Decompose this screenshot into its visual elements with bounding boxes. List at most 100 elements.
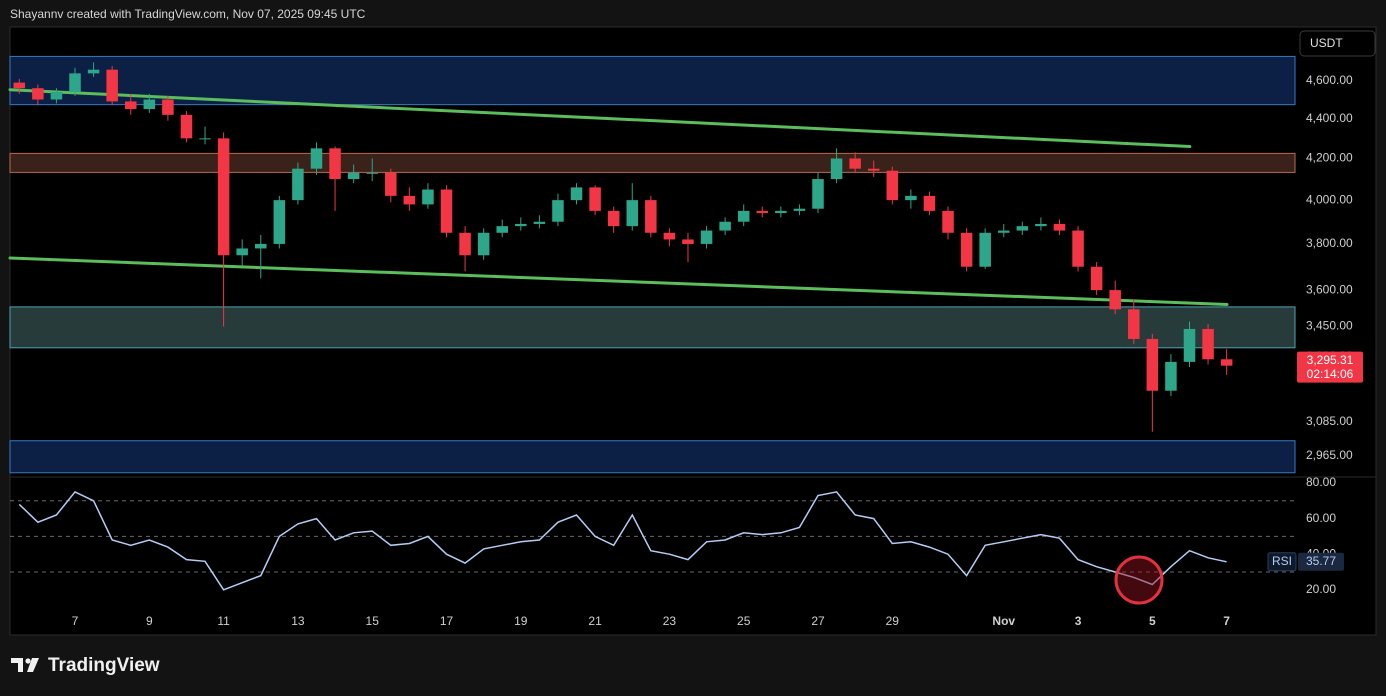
x-tick-label: 7	[1223, 614, 1230, 628]
candle-body	[626, 200, 639, 227]
candle-body	[775, 210, 787, 214]
zone	[9, 55, 1296, 106]
candle-body	[1090, 266, 1103, 291]
candle-body	[292, 168, 304, 201]
y-tick-label: 80.00	[1306, 475, 1336, 489]
x-tick-label: 25	[737, 614, 751, 628]
rsi-value: 35.77	[1306, 554, 1336, 568]
candle-body	[124, 101, 137, 110]
candle-body	[515, 223, 527, 227]
candle-body	[385, 172, 397, 196]
y-tick-label: 60.00	[1306, 511, 1336, 525]
rsi-name-box	[1267, 552, 1297, 572]
candle-body	[310, 148, 323, 169]
x-tick-label: 7	[72, 614, 79, 628]
x-tick-label: 29	[886, 614, 900, 628]
highlight-ring	[1114, 555, 1164, 605]
countdown-label: 02:14:06	[1307, 367, 1354, 381]
candle-body	[719, 221, 731, 231]
x-tick-label: 23	[663, 614, 677, 628]
candle-body	[997, 230, 1010, 233]
logo-mark	[11, 658, 23, 672]
candle-body	[1016, 226, 1029, 231]
candle-body	[1053, 223, 1066, 231]
candle-body	[180, 114, 193, 139]
candle-body	[236, 248, 248, 256]
candle-body	[1072, 230, 1084, 267]
candle-body	[87, 69, 100, 74]
currency-button-label[interactable]: USDT	[1310, 36, 1343, 50]
y-tick-label: 4,400.00	[1306, 111, 1353, 125]
candle-body	[1146, 338, 1159, 391]
y-tick-label: 3,450.00	[1306, 319, 1353, 333]
x-tick-label: 13	[291, 614, 305, 628]
x-tick-label: 19	[514, 614, 528, 628]
y-tick-label: 20.00	[1306, 582, 1336, 596]
candle-body	[162, 99, 174, 115]
candle-body	[589, 187, 601, 211]
trendline	[8, 88, 1192, 149]
logo-mark	[27, 658, 39, 672]
candle-body	[199, 138, 211, 140]
last-price-box	[1297, 351, 1363, 383]
y-tick-label: 4,600.00	[1306, 73, 1353, 87]
candle-body	[793, 208, 806, 211]
currency-button[interactable]: USDT	[1299, 30, 1376, 57]
candle-body	[50, 91, 63, 100]
x-tick-label: 5	[1149, 614, 1156, 628]
zone	[9, 440, 1296, 474]
x-tick-label: 15	[366, 614, 380, 628]
rsi-line	[18, 490, 1227, 591]
y-tick-label: 3,085.00	[1306, 414, 1353, 428]
candle-body	[886, 170, 899, 201]
candle-body	[552, 200, 564, 222]
candle-body	[1035, 223, 1047, 227]
candle-body	[217, 138, 230, 256]
candle-body	[737, 210, 750, 222]
y-tick-label: 4,200.00	[1306, 151, 1353, 165]
candle-body	[849, 158, 861, 169]
candle-body	[830, 158, 843, 180]
candle-body	[496, 226, 508, 233]
candle-body	[533, 221, 546, 224]
x-tick-label: 11	[217, 614, 230, 628]
candle-body	[422, 189, 434, 205]
x-tick-label: 3	[1075, 614, 1082, 628]
x-tick-label: Nov	[992, 614, 1015, 628]
candle-body	[607, 210, 620, 227]
rsi-name: RSI	[1272, 554, 1292, 568]
candle-body	[347, 172, 360, 180]
candle-body	[1165, 361, 1177, 391]
y-tick-label: 4,000.00	[1306, 192, 1353, 206]
currency-button-box[interactable]	[1299, 30, 1376, 57]
candle-body	[32, 88, 44, 100]
candle-body	[440, 189, 453, 233]
candle-body	[1220, 359, 1233, 366]
candle-body	[69, 73, 81, 92]
candle-body	[366, 172, 378, 174]
candle-body	[1183, 328, 1196, 362]
header-text: Shayannv created with TradingView.com, N…	[10, 7, 366, 21]
trendline	[8, 256, 1229, 306]
zone	[9, 306, 1296, 349]
rsi-value-box	[1298, 552, 1344, 571]
candle-body	[663, 232, 676, 240]
candle-body	[477, 232, 490, 256]
candle-body	[570, 187, 583, 201]
candle-body	[106, 69, 118, 102]
y-tick-label: 3,600.00	[1306, 282, 1353, 296]
candle-body	[1109, 290, 1121, 310]
candle-body	[1202, 328, 1214, 360]
candle-body	[700, 230, 713, 244]
candle-body	[645, 200, 657, 233]
candle-body	[143, 99, 156, 110]
logo-mark	[25, 658, 31, 664]
candle-body	[403, 195, 416, 205]
candle-body	[923, 195, 936, 211]
candle-body	[905, 195, 917, 201]
x-tick-label: 27	[811, 614, 825, 628]
candle-body	[13, 82, 26, 89]
